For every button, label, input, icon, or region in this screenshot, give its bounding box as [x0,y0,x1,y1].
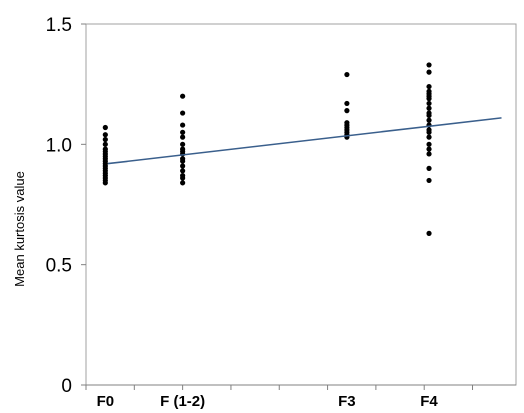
data-point [426,96,432,102]
y-tick-label: 0 [61,376,72,397]
data-point [426,105,432,111]
data-point [426,134,432,140]
data-point [102,180,108,186]
y-tick-label: 1.0 [46,135,72,156]
data-point [180,158,186,164]
data-point [426,112,432,119]
x-tick-label: F4 [420,393,438,410]
axes [85,23,517,386]
data-point [426,83,432,90]
data-point [426,165,432,171]
x-tick-label: F3 [338,393,356,410]
data-point [180,175,186,181]
data-point [102,132,108,138]
data-point [426,177,432,184]
data-point [344,100,350,107]
data-point [102,141,108,147]
y-tick-label: 1.5 [46,15,72,36]
data-point [426,100,432,107]
x-axis-ticks: F0 F (1-2) F3 F4 [85,385,474,410]
plot-frame [85,23,517,386]
data-point [344,71,350,78]
y-axis-label: Mean kurtosis value [12,171,27,287]
data-point [426,151,432,157]
trendline-group [107,117,502,165]
data-point [180,168,186,174]
data-point [344,108,350,114]
data-point [102,124,108,131]
data-point [426,69,432,75]
data-point [102,136,108,143]
data-points [102,62,432,236]
data-point [180,122,186,128]
data-point [180,163,186,169]
x-tick-label: F (1-2) [160,393,205,410]
data-point [180,93,186,99]
x-tick-label: F0 [97,393,115,410]
y-tick-label: 0.5 [46,256,72,277]
data-point [426,117,432,123]
data-point [426,230,432,236]
data-point [426,146,432,152]
data-point [180,141,186,147]
data-point [426,62,432,68]
data-point [426,141,432,147]
data-point [426,129,432,135]
y-axis-ticks: 0 0.5 1.0 1.5 [46,15,86,397]
data-point [180,180,186,186]
trendline [107,117,502,165]
data-point [180,129,186,135]
data-point [180,134,186,140]
data-point [180,110,186,116]
